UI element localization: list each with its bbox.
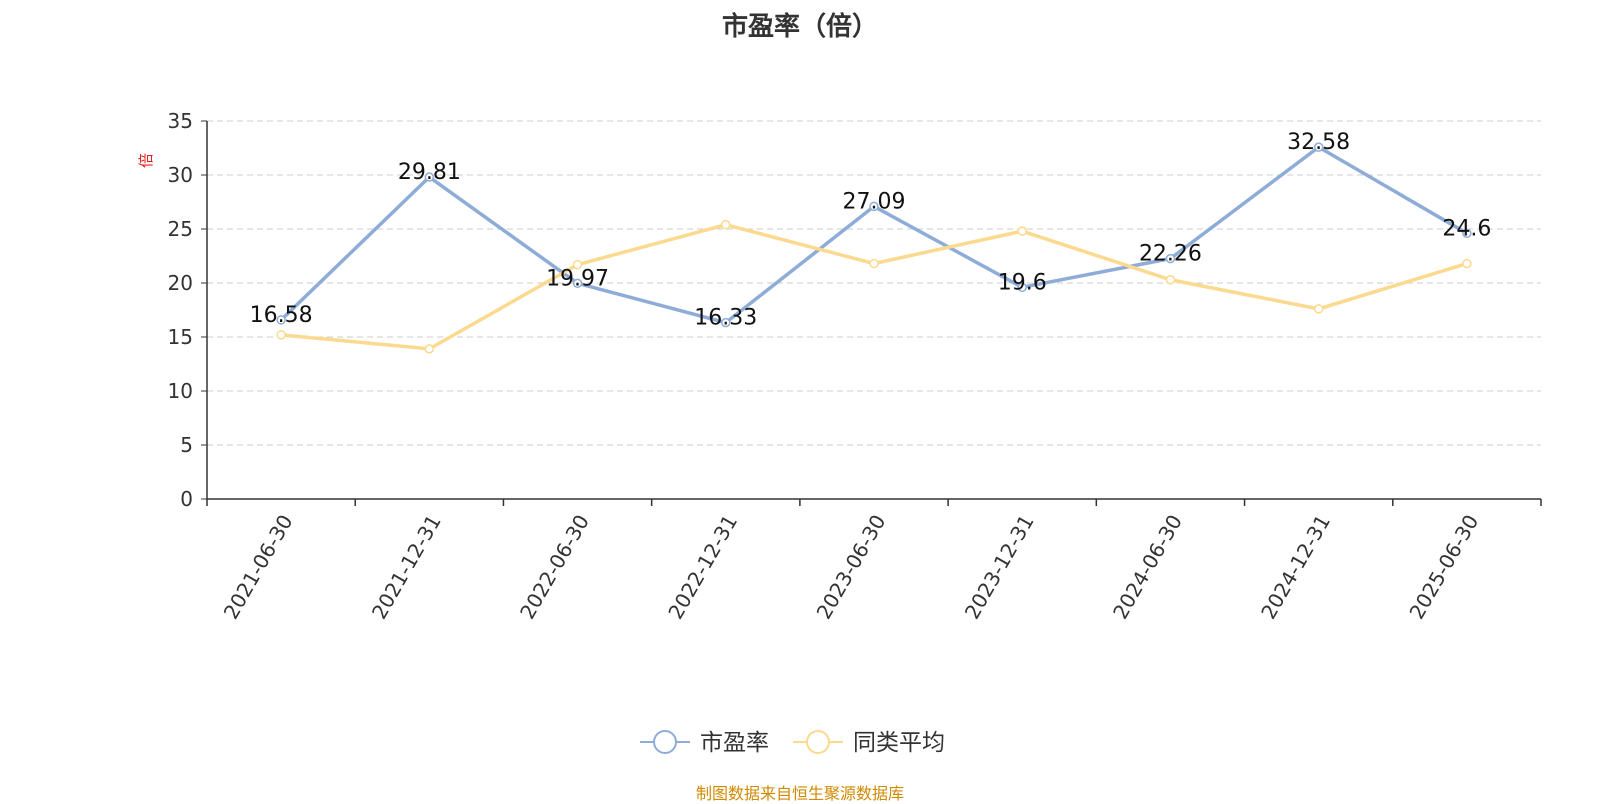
y-tick-label: 25 [168, 217, 193, 241]
data-point-series-2 [1017, 226, 1027, 236]
data-point-series-1 [1313, 142, 1324, 152]
x-tick-label: 2023-12-31 [960, 510, 1039, 623]
data-label: 27.09 [843, 189, 906, 214]
x-tick-label: 2022-06-30 [515, 511, 594, 624]
data-point-series-2 [424, 344, 435, 354]
y-tick-label: 10 [168, 379, 193, 403]
y-tick-label: 0 [180, 487, 193, 511]
x-tick-label: 2022-12-31 [663, 511, 742, 624]
y-tick-label: 30 [168, 163, 193, 187]
data-point-series-2 [1462, 258, 1472, 269]
data-point-series-1 [869, 201, 879, 212]
data-point-series-2 [1165, 275, 1176, 285]
data-point-series-2 [572, 259, 583, 270]
x-tick-label: 2021-06-30 [219, 511, 298, 624]
data-point-series-2 [721, 219, 731, 230]
y-tick-label: 20 [168, 271, 193, 295]
y-tick-label: 5 [180, 433, 193, 457]
data-point-series-2 [276, 330, 286, 340]
data-point-series-1 [572, 278, 583, 289]
data-source-note: 制图数据来自恒生聚源数据库 [695, 784, 904, 803]
legend-marker-icon [653, 730, 677, 754]
x-tick-label: 2025-06-30 [1404, 511, 1483, 624]
data-label: 24.6 [1442, 216, 1491, 241]
x-tick-label: 2021-12-31 [367, 511, 446, 624]
data-point-series-1 [276, 315, 286, 325]
line-chart: 0 5 10 15 20 25 30 35 2021-06-30 2021-12-31 2022-0… [168, 109, 1542, 756]
data-label: 29.81 [398, 160, 461, 185]
x-tick-label: 2024-12-31 [1256, 511, 1335, 624]
data-label: 19.6 [998, 270, 1047, 295]
data-label: 19.97 [546, 266, 609, 291]
legend-label-2: 同类平均 [853, 730, 945, 756]
data-point-series-1 [1017, 282, 1027, 293]
data-point-series-1 [721, 317, 731, 328]
data-label: 32.58 [1287, 130, 1350, 155]
data-point-series-2 [1313, 304, 1324, 314]
legend-label-1: 市盈率 [700, 730, 769, 756]
data-point-series-1 [1462, 228, 1472, 239]
data-point-series-1 [424, 172, 435, 182]
x-tick-label: 2024-06-30 [1108, 511, 1187, 624]
x-tick-label: 2023-06-30 [812, 511, 891, 624]
legend-marker-icon [806, 730, 830, 754]
y-tick-label: 15 [168, 325, 193, 349]
data-label: 16.33 [694, 306, 757, 331]
chart-title: 市盈率（倍） [721, 12, 878, 42]
data-label: 16.58 [250, 303, 313, 328]
data-point-series-2 [869, 258, 879, 269]
data-point-series-1 [1165, 253, 1176, 264]
y-tick-label: 35 [168, 109, 193, 133]
data-label: 22.26 [1139, 242, 1202, 267]
series-line-2 [280, 222, 1468, 351]
